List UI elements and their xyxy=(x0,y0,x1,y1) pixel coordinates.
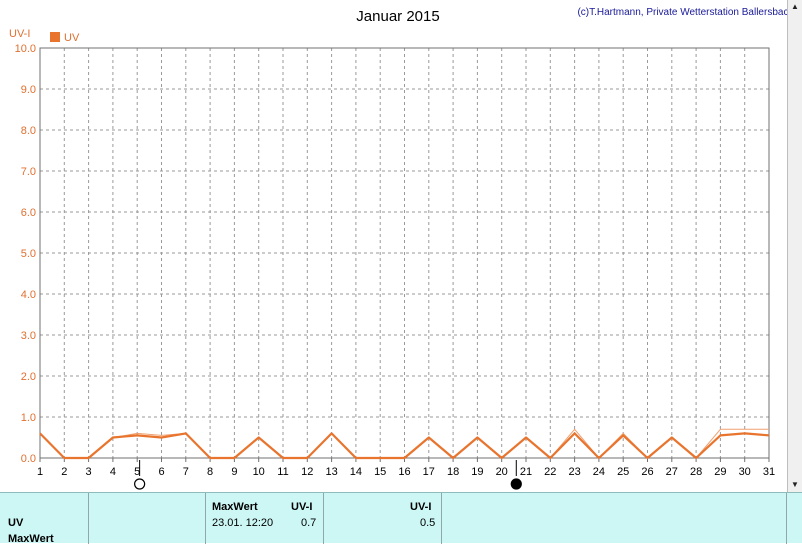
x-tick-label: 15 xyxy=(374,466,386,478)
x-tick-label: 11 xyxy=(277,466,288,478)
row-label-uv: UV xyxy=(8,517,24,529)
grid xyxy=(40,48,769,458)
x-tick-label: 17 xyxy=(423,466,435,478)
y-tick-label: 8.0 xyxy=(21,125,36,137)
uvi-header-2: UV-I xyxy=(410,501,432,513)
y-tick-label: 5.0 xyxy=(21,248,36,260)
scroll-up-icon[interactable]: ▲ xyxy=(791,2,799,11)
max-value: 0.7 xyxy=(301,517,317,529)
uv-chart: Januar 2015 (c)T.Hartmann, Private Wette… xyxy=(9,7,794,490)
y-tick-label: 7.0 xyxy=(21,166,36,178)
x-tick-label: 7 xyxy=(183,466,189,478)
x-tick-label: 24 xyxy=(593,466,605,478)
y-ticks: 0.0 1.0 2.0 3.0 4.0 5.0 6.0 7.0 8.0 9.0 10.0 xyxy=(15,43,36,465)
y-tick-label: 4.0 xyxy=(21,289,36,301)
x-tick-label: 21 xyxy=(520,466,532,478)
x-ticks: 1 2 3 4 5 6 7 8 9 10 11 12 13 14 15 16 17 18 19 20 21 22 23 24 2… xyxy=(37,458,775,478)
chart-title: Januar 2015 xyxy=(356,8,439,25)
x-tick-label: 5 xyxy=(134,466,140,478)
x-tick-label: 31 xyxy=(763,466,775,478)
maxwert-header: MaxWert xyxy=(212,501,258,513)
y-tick-label: 6.0 xyxy=(21,207,36,219)
x-tick-label: 19 xyxy=(471,466,483,478)
scroll-down-icon[interactable]: ▼ xyxy=(791,480,799,489)
series-group xyxy=(39,428,770,460)
y-tick-label: 3.0 xyxy=(21,330,36,342)
x-tick-label: 28 xyxy=(690,466,702,478)
max-date: 23.01. 12:20 xyxy=(212,517,274,529)
uvi-value: 0.5 xyxy=(420,517,436,529)
series-line-uv xyxy=(39,432,770,460)
x-tick-label: 26 xyxy=(641,466,653,478)
y-tick-label: 1.0 xyxy=(21,412,36,424)
uvi-header: UV-I xyxy=(291,501,313,513)
legend-label: UV xyxy=(64,32,80,44)
x-tick-label: 10 xyxy=(253,466,265,478)
full-moon-icon xyxy=(134,478,146,490)
y-axis-label: UV-I xyxy=(9,28,30,40)
y-tick-label: 9.0 xyxy=(21,84,36,96)
x-tick-label: 9 xyxy=(231,466,237,478)
x-tick-label: 20 xyxy=(496,466,508,478)
moon-markers xyxy=(134,460,522,490)
x-tick-label: 23 xyxy=(568,466,580,478)
x-tick-label: 16 xyxy=(398,466,410,478)
x-tick-label: 3 xyxy=(86,466,92,478)
x-tick-label: 22 xyxy=(544,466,556,478)
new-moon-icon xyxy=(510,478,522,490)
legend-swatch xyxy=(50,32,60,42)
x-tick-label: 2 xyxy=(61,466,67,478)
x-tick-label: 1 xyxy=(37,466,43,478)
y-tick-label: 10.0 xyxy=(15,43,36,55)
x-tick-label: 27 xyxy=(666,466,678,478)
x-tick-label: 6 xyxy=(158,466,164,478)
x-tick-label: 4 xyxy=(110,466,116,478)
x-tick-label: 18 xyxy=(447,466,459,478)
x-tick-label: 30 xyxy=(739,466,751,478)
vertical-scrollbar[interactable]: ▲ ▼ xyxy=(787,0,802,492)
row-label-maxwert: MaxWert xyxy=(8,533,54,545)
x-tick-label: 14 xyxy=(350,466,362,478)
x-tick-label: 12 xyxy=(301,466,313,478)
y-tick-label: 0.0 xyxy=(21,453,36,465)
x-tick-label: 13 xyxy=(325,466,337,478)
summary-table: MaxWert UV-I UV-I UV 23.01. 12:20 0.7 0.… xyxy=(0,492,802,545)
x-tick-label: 29 xyxy=(714,466,726,478)
x-tick-label: 8 xyxy=(207,466,213,478)
chart-credit: (c)T.Hartmann, Private Wetterstation Bal… xyxy=(577,7,794,18)
y-tick-label: 2.0 xyxy=(21,371,36,383)
x-tick-label: 25 xyxy=(617,466,629,478)
